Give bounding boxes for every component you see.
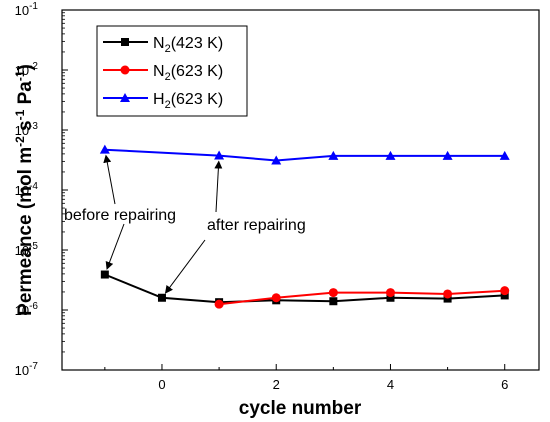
data-point (385, 288, 395, 298)
series-h2-623-k (99, 144, 510, 165)
series-layer (99, 144, 510, 309)
annotation-after-repairing: after repairing (207, 217, 306, 234)
y-tick-label: 10-7 (15, 361, 39, 378)
data-point (328, 150, 339, 160)
x-tick-label: 2 (273, 377, 280, 392)
legend: N2(423 K) N2(623 K) H2(623 K) (96, 25, 248, 117)
data-point (443, 294, 452, 303)
annotation-arrow (164, 239, 206, 294)
y-tick-label: 10-3 (15, 121, 39, 138)
data-point (214, 299, 224, 309)
legend-label-n2-423: N2(423 K) (153, 35, 223, 55)
annotations (103, 154, 223, 294)
data-point (443, 289, 453, 299)
data-point (328, 288, 338, 298)
x-axis-ticks: 0 2 4 6 (104, 364, 508, 392)
y-tick-label: 10-1 (15, 1, 39, 18)
data-point (500, 286, 510, 296)
data-point (214, 150, 225, 160)
data-point (99, 144, 110, 154)
y-tick-label: 10-6 (15, 301, 39, 318)
data-point (442, 150, 453, 160)
data-point (157, 293, 166, 302)
data-point (500, 291, 509, 300)
x-axis-title: cycle number (239, 398, 362, 419)
data-point (271, 293, 281, 303)
legend-label-n2-623: N2(623 K) (153, 63, 223, 83)
x-tick-label: 4 (387, 377, 394, 392)
series-line-n2-423-k (104, 273, 505, 304)
y-tick-label: 10-2 (15, 61, 39, 78)
legend-marker-square (121, 38, 129, 46)
series-n2-623-k (214, 286, 510, 309)
series-n2-423-k (100, 270, 509, 307)
data-point (100, 270, 109, 279)
annotation-arrow (105, 223, 125, 270)
annotation-arrow (103, 154, 116, 205)
x-tick-label: 0 (158, 377, 165, 392)
x-tick-label: 6 (501, 377, 508, 392)
annotation-arrow (214, 160, 223, 213)
data-point (499, 150, 510, 160)
legend-item-h2-623: H2(623 K) (103, 91, 223, 111)
y-axis-ticks: 10-7 10-6 10-5 10-4 10-3 10-2 10-1 (15, 1, 68, 378)
y-tick-label: 10-5 (15, 241, 39, 258)
data-point (386, 293, 395, 302)
y-axis-title: Permeance (mol m-2 s-1 Pa-1) (13, 64, 36, 316)
legend-item-n2-423: N2(423 K) (103, 35, 223, 55)
series-line-n2-623-k (218, 289, 505, 306)
annotation-before-repairing: before repairing (64, 207, 176, 224)
y-tick-label: 10-4 (15, 181, 39, 198)
data-point (385, 150, 396, 160)
legend-marker-triangle (120, 93, 130, 102)
legend-item-n2-623: N2(623 K) (103, 63, 223, 83)
data-point (329, 297, 338, 306)
legend-marker-circle (120, 65, 130, 75)
legend-label-h2-623: H2(623 K) (153, 91, 223, 111)
data-point (271, 155, 282, 165)
